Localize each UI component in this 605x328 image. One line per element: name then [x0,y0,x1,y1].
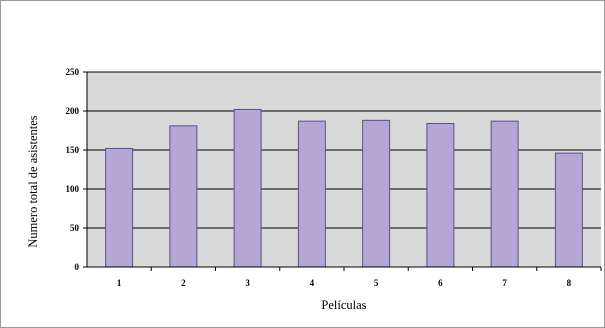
y-tick-label: 200 [66,106,80,116]
x-tick-label: 5 [374,278,379,288]
x-tick-label: 6 [438,278,443,288]
bar-1 [105,147,134,268]
x-tick-label: 7 [502,278,507,288]
bar-2 [169,125,198,268]
x-tick-label: 4 [310,278,315,288]
y-tick-labels: 0 50 100 150 200 250 [66,67,87,272]
bar-4 [297,120,326,268]
bar-6 [426,122,455,268]
bar-8 [554,152,583,268]
y-tick-label: 250 [66,67,80,77]
bar-5 [362,119,391,268]
x-tick-labels: 1 2 3 4 5 6 7 8 [117,267,602,288]
x-tick-label: 1 [117,278,122,288]
y-axis-title: Numero total de asistentes [26,115,40,247]
bar-3 [233,108,262,268]
y-tick-label: 0 [75,262,80,272]
x-axis-title: Películas [321,298,366,312]
x-tick-label: 3 [245,278,250,288]
bar-7 [490,120,519,268]
x-tick-label: 8 [567,278,572,288]
bars [105,108,583,268]
y-tick-label: 100 [66,184,80,194]
plot-area [87,72,601,267]
y-tick-label: 150 [66,145,80,155]
y-tick-label: 50 [70,223,80,233]
x-tick-label: 2 [181,278,186,288]
